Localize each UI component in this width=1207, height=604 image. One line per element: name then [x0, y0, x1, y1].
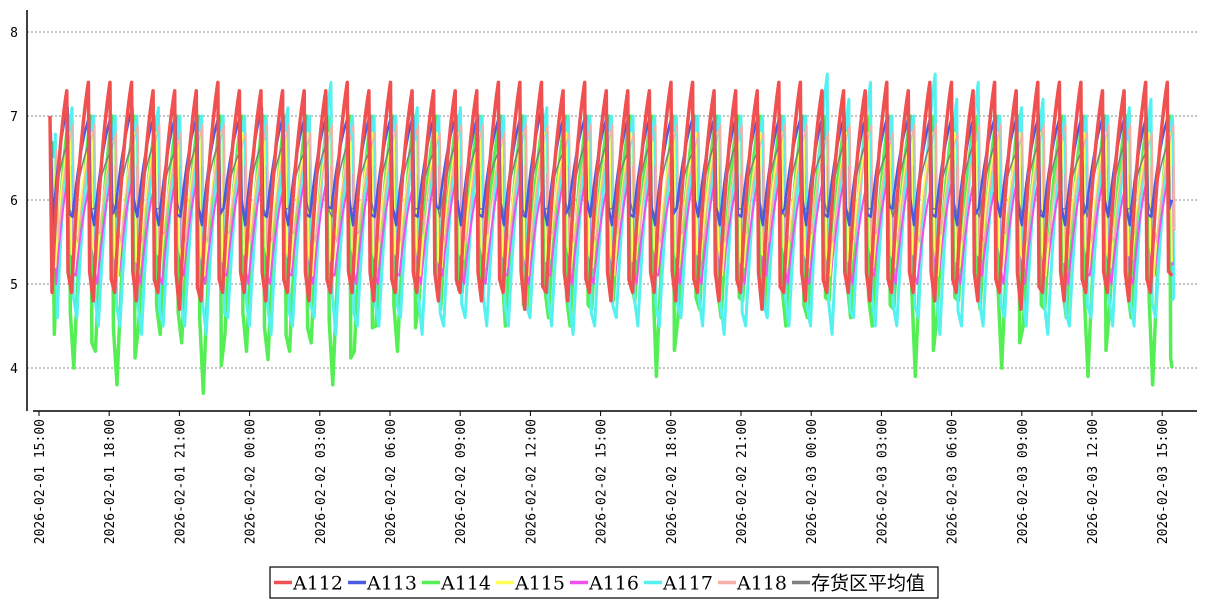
y-tick-label: 7 — [10, 110, 18, 125]
legend-box — [269, 566, 939, 599]
legend: A112 A113 A114 A115 A116 A117 A118 存货区平均值 — [269, 566, 939, 599]
x-tick-label: 2026-02-03 12:00 — [1086, 419, 1101, 544]
legend-label: A117 — [662, 573, 713, 595]
y-tick-label: 6 — [10, 194, 18, 209]
x-tick-label: 2026-02-01 15:00 — [33, 419, 48, 544]
legend-item-A116: A116 — [570, 573, 639, 595]
legend-label: A113 — [366, 573, 417, 595]
legend-item-存货区平均值: 存货区平均值 — [792, 573, 925, 595]
x-tick-label: 2026-02-01 18:00 — [103, 419, 118, 544]
legend-item-A112: A112 — [274, 573, 343, 595]
x-tick-label: 2026-02-02 06:00 — [384, 419, 399, 544]
series-line-A115 — [52, 131, 1173, 277]
x-tick-label: 2026-02-02 21:00 — [735, 419, 750, 544]
legend-label: A118 — [736, 573, 787, 595]
legend-item-A115: A115 — [496, 573, 565, 595]
series-line-A112 — [48, 80, 1174, 311]
legend-item-A118: A118 — [718, 573, 787, 595]
legend-item-A113: A113 — [348, 573, 417, 595]
x-tick-label: 2026-02-03 09:00 — [1016, 419, 1031, 544]
x-tick-label: 2026-02-02 12:00 — [524, 419, 539, 544]
x-tick-label: 2026-02-03 15:00 — [1156, 419, 1171, 544]
x-tick-label: 2026-02-03 06:00 — [946, 419, 961, 544]
x-tick-label: 2026-02-03 00:00 — [805, 419, 820, 544]
legend-label: A115 — [514, 573, 565, 595]
x-tick-label: 2026-02-02 00:00 — [244, 419, 259, 544]
legend-item-A117: A117 — [644, 573, 713, 595]
x-tick-label: 2026-02-02 03:00 — [314, 419, 329, 544]
y-tick-label: 4 — [10, 362, 18, 377]
legend-label: 存货区平均值 — [811, 573, 925, 595]
series-layer — [48, 72, 1176, 395]
x-tick-label: 2026-02-01 21:00 — [173, 419, 188, 544]
x-tick-label: 2026-02-03 03:00 — [875, 419, 890, 544]
y-tick-label: 8 — [10, 26, 18, 41]
x-tick-label: 2026-02-02 09:00 — [454, 419, 469, 544]
legend-item-A114: A114 — [422, 573, 491, 595]
x-tick-label: 2026-02-02 18:00 — [665, 419, 680, 544]
legend-label: A116 — [588, 573, 639, 595]
x-tick-label: 2026-02-02 15:00 — [595, 419, 610, 544]
y-tick-label: 5 — [10, 278, 18, 293]
legend-label: A114 — [440, 573, 491, 595]
legend-label: A112 — [292, 573, 343, 595]
axis-layer: 4 5 6 7 8 2026-02-01 15:00 2026-02-01 18:00 202… — [10, 10, 1197, 544]
